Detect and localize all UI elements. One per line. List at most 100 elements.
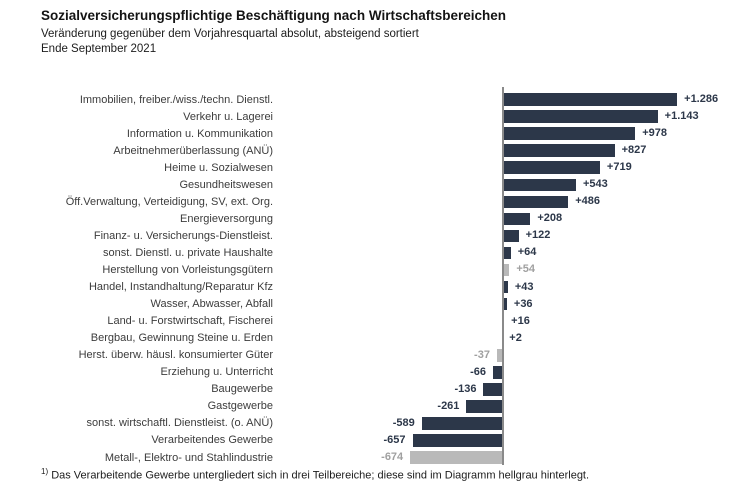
footnote-marker: 1): [41, 467, 49, 476]
value-label: +2: [509, 331, 522, 344]
value-label: -136: [454, 382, 477, 395]
bar: [421, 417, 502, 430]
chart-title: Sozialversicherungspflichtige Beschäftig…: [41, 8, 506, 23]
value-label: +36: [513, 297, 533, 310]
bar: [502, 93, 678, 106]
chart-row: Herstellung von Vorleistungsgütern +54: [0, 261, 744, 278]
category-label: Gastgewerbe: [207, 400, 273, 413]
value-label: -37: [474, 348, 490, 361]
bar-area: +978: [273, 125, 744, 142]
bar: [502, 127, 636, 140]
value-label: -657: [383, 433, 406, 446]
category-label: Metall-, Elektro- und Stahlindustrie: [104, 451, 273, 464]
chart-row: Verkehr u. Lagerei +1.143: [0, 108, 744, 125]
value-label: +827: [621, 144, 647, 157]
bar-area: +54: [273, 261, 744, 278]
value-label: -261: [437, 399, 460, 412]
category-label: Arbeitnehmerüberlassung (ANÜ): [113, 144, 273, 157]
bar-area: -674: [273, 449, 744, 466]
value-label: +486: [575, 195, 600, 208]
chart-row: Land- u. Forstwirtschaft, Fischerei +16: [0, 313, 744, 330]
bar-chart: Immobilien, freiber./wiss./techn. Dienst…: [0, 91, 744, 466]
value-label: +64: [517, 246, 537, 259]
bar-area: +43: [273, 279, 744, 296]
bar: [502, 229, 519, 243]
bar-area: +208: [273, 210, 744, 227]
category-label: Verkehr u. Lagerei: [183, 110, 273, 123]
chart-row: Energieversorgung +208: [0, 210, 744, 227]
bar: [502, 212, 531, 226]
category-label: Gesundheitswesen: [179, 178, 273, 191]
value-label: +1.143: [664, 110, 699, 123]
bar-area: +2: [273, 330, 744, 347]
bar: [483, 383, 502, 396]
value-label: +208: [537, 212, 563, 225]
category-label: Baugewerbe: [211, 383, 273, 396]
bar: [502, 161, 600, 174]
zero-axis-line: [502, 87, 504, 465]
chart-row: sonst. Dienstl. u. private Haushalte +64: [0, 244, 744, 261]
footnote-text: Das Verarbeitende Gewerbe untergliedert …: [51, 469, 590, 482]
bar: [502, 178, 576, 192]
category-label: Finanz- u. Versicherungs-Dienstleist.: [93, 229, 273, 242]
bar: [502, 297, 507, 311]
bar: [502, 195, 569, 209]
chart-period: Ende September 2021: [41, 43, 157, 55]
chart-header: Sozialversicherungspflichtige Beschäftig…: [41, 8, 506, 55]
chart-row: Bergbau, Gewinnung Steine u. Erden +2: [0, 330, 744, 347]
category-label: Wasser, Abwasser, Abfall: [150, 298, 273, 311]
bar-area: -657: [273, 432, 744, 449]
footnote: 1) Das Verarbeitende Gewerbe untergliede…: [41, 467, 589, 482]
bar-area: +16: [273, 313, 744, 330]
bar: [502, 110, 658, 123]
bar: [496, 349, 502, 362]
category-label: Herst. überw. häusl. konsumierter Güter: [78, 349, 273, 362]
bar-area: -136: [273, 381, 744, 398]
category-label: Handel, Instandhaltung/Reparatur Kfz: [88, 281, 273, 294]
bar-area: +543: [273, 176, 744, 193]
chart-row: Immobilien, freiber./wiss./techn. Dienst…: [0, 91, 744, 108]
chart-row: Baugewerbe -136: [0, 381, 744, 398]
category-label: sonst. wirtschaftl. Dienstleist. (o. ANÜ…: [86, 417, 273, 430]
chart-row: Erziehung u. Unterricht -66: [0, 364, 744, 381]
bar-area: +1.286: [273, 91, 744, 108]
value-label: +43: [514, 280, 534, 293]
category-label: Heime u. Sozialwesen: [164, 161, 273, 174]
chart-row: Verarbeitendes Gewerbe -657: [0, 432, 744, 449]
category-label: Land- u. Forstwirtschaft, Fischerei: [107, 315, 273, 328]
chart-row: Arbeitnehmerüberlassung (ANÜ) +827: [0, 142, 744, 159]
bar-area: +1.143: [273, 108, 744, 125]
category-label: sonst. Dienstl. u. private Haushalte: [103, 246, 273, 259]
chart-row: Gesundheitswesen +543: [0, 176, 744, 193]
value-label: +122: [525, 229, 551, 242]
category-label: Information u. Kommunikation: [126, 127, 273, 140]
bar: [502, 280, 508, 294]
bar: [410, 451, 502, 464]
category-label: Erziehung u. Unterricht: [160, 366, 274, 379]
category-label: Verarbeitendes Gewerbe: [151, 434, 273, 447]
value-label: +1.286: [684, 93, 719, 105]
bar: [412, 434, 502, 447]
category-label: Herstellung von Vorleistungsgütern: [102, 263, 273, 276]
bar: [502, 263, 510, 277]
chart-subtitle: Veränderung gegenüber dem Vorjahresquart…: [41, 28, 419, 40]
bar: [466, 400, 502, 413]
bar: [493, 366, 502, 379]
category-label: Bergbau, Gewinnung Steine u. Erden: [90, 332, 273, 345]
value-label: +543: [582, 178, 608, 191]
value-label: +978: [642, 127, 667, 140]
bar-area: +827: [273, 142, 744, 159]
bar-area: -37: [273, 347, 744, 364]
bar-area: -589: [273, 415, 744, 432]
chart-row: Gastgewerbe -261: [0, 398, 744, 415]
chart-row: Information u. Kommunikation +978: [0, 125, 744, 142]
value-label: -674: [381, 450, 404, 463]
chart-row: Heime u. Sozialwesen +719: [0, 159, 744, 176]
bar: [502, 144, 615, 157]
chart-row: Öff.Verwaltung, Verteidigung, SV, ext. O…: [0, 193, 744, 210]
bar-area: +719: [273, 159, 744, 176]
bar-area: -261: [273, 398, 744, 415]
chart-row: Handel, Instandhaltung/Reparatur Kfz +43: [0, 279, 744, 296]
bar-area: -66: [273, 364, 744, 381]
chart-row: Finanz- u. Versicherungs-Dienstleist. +12…: [0, 227, 744, 244]
